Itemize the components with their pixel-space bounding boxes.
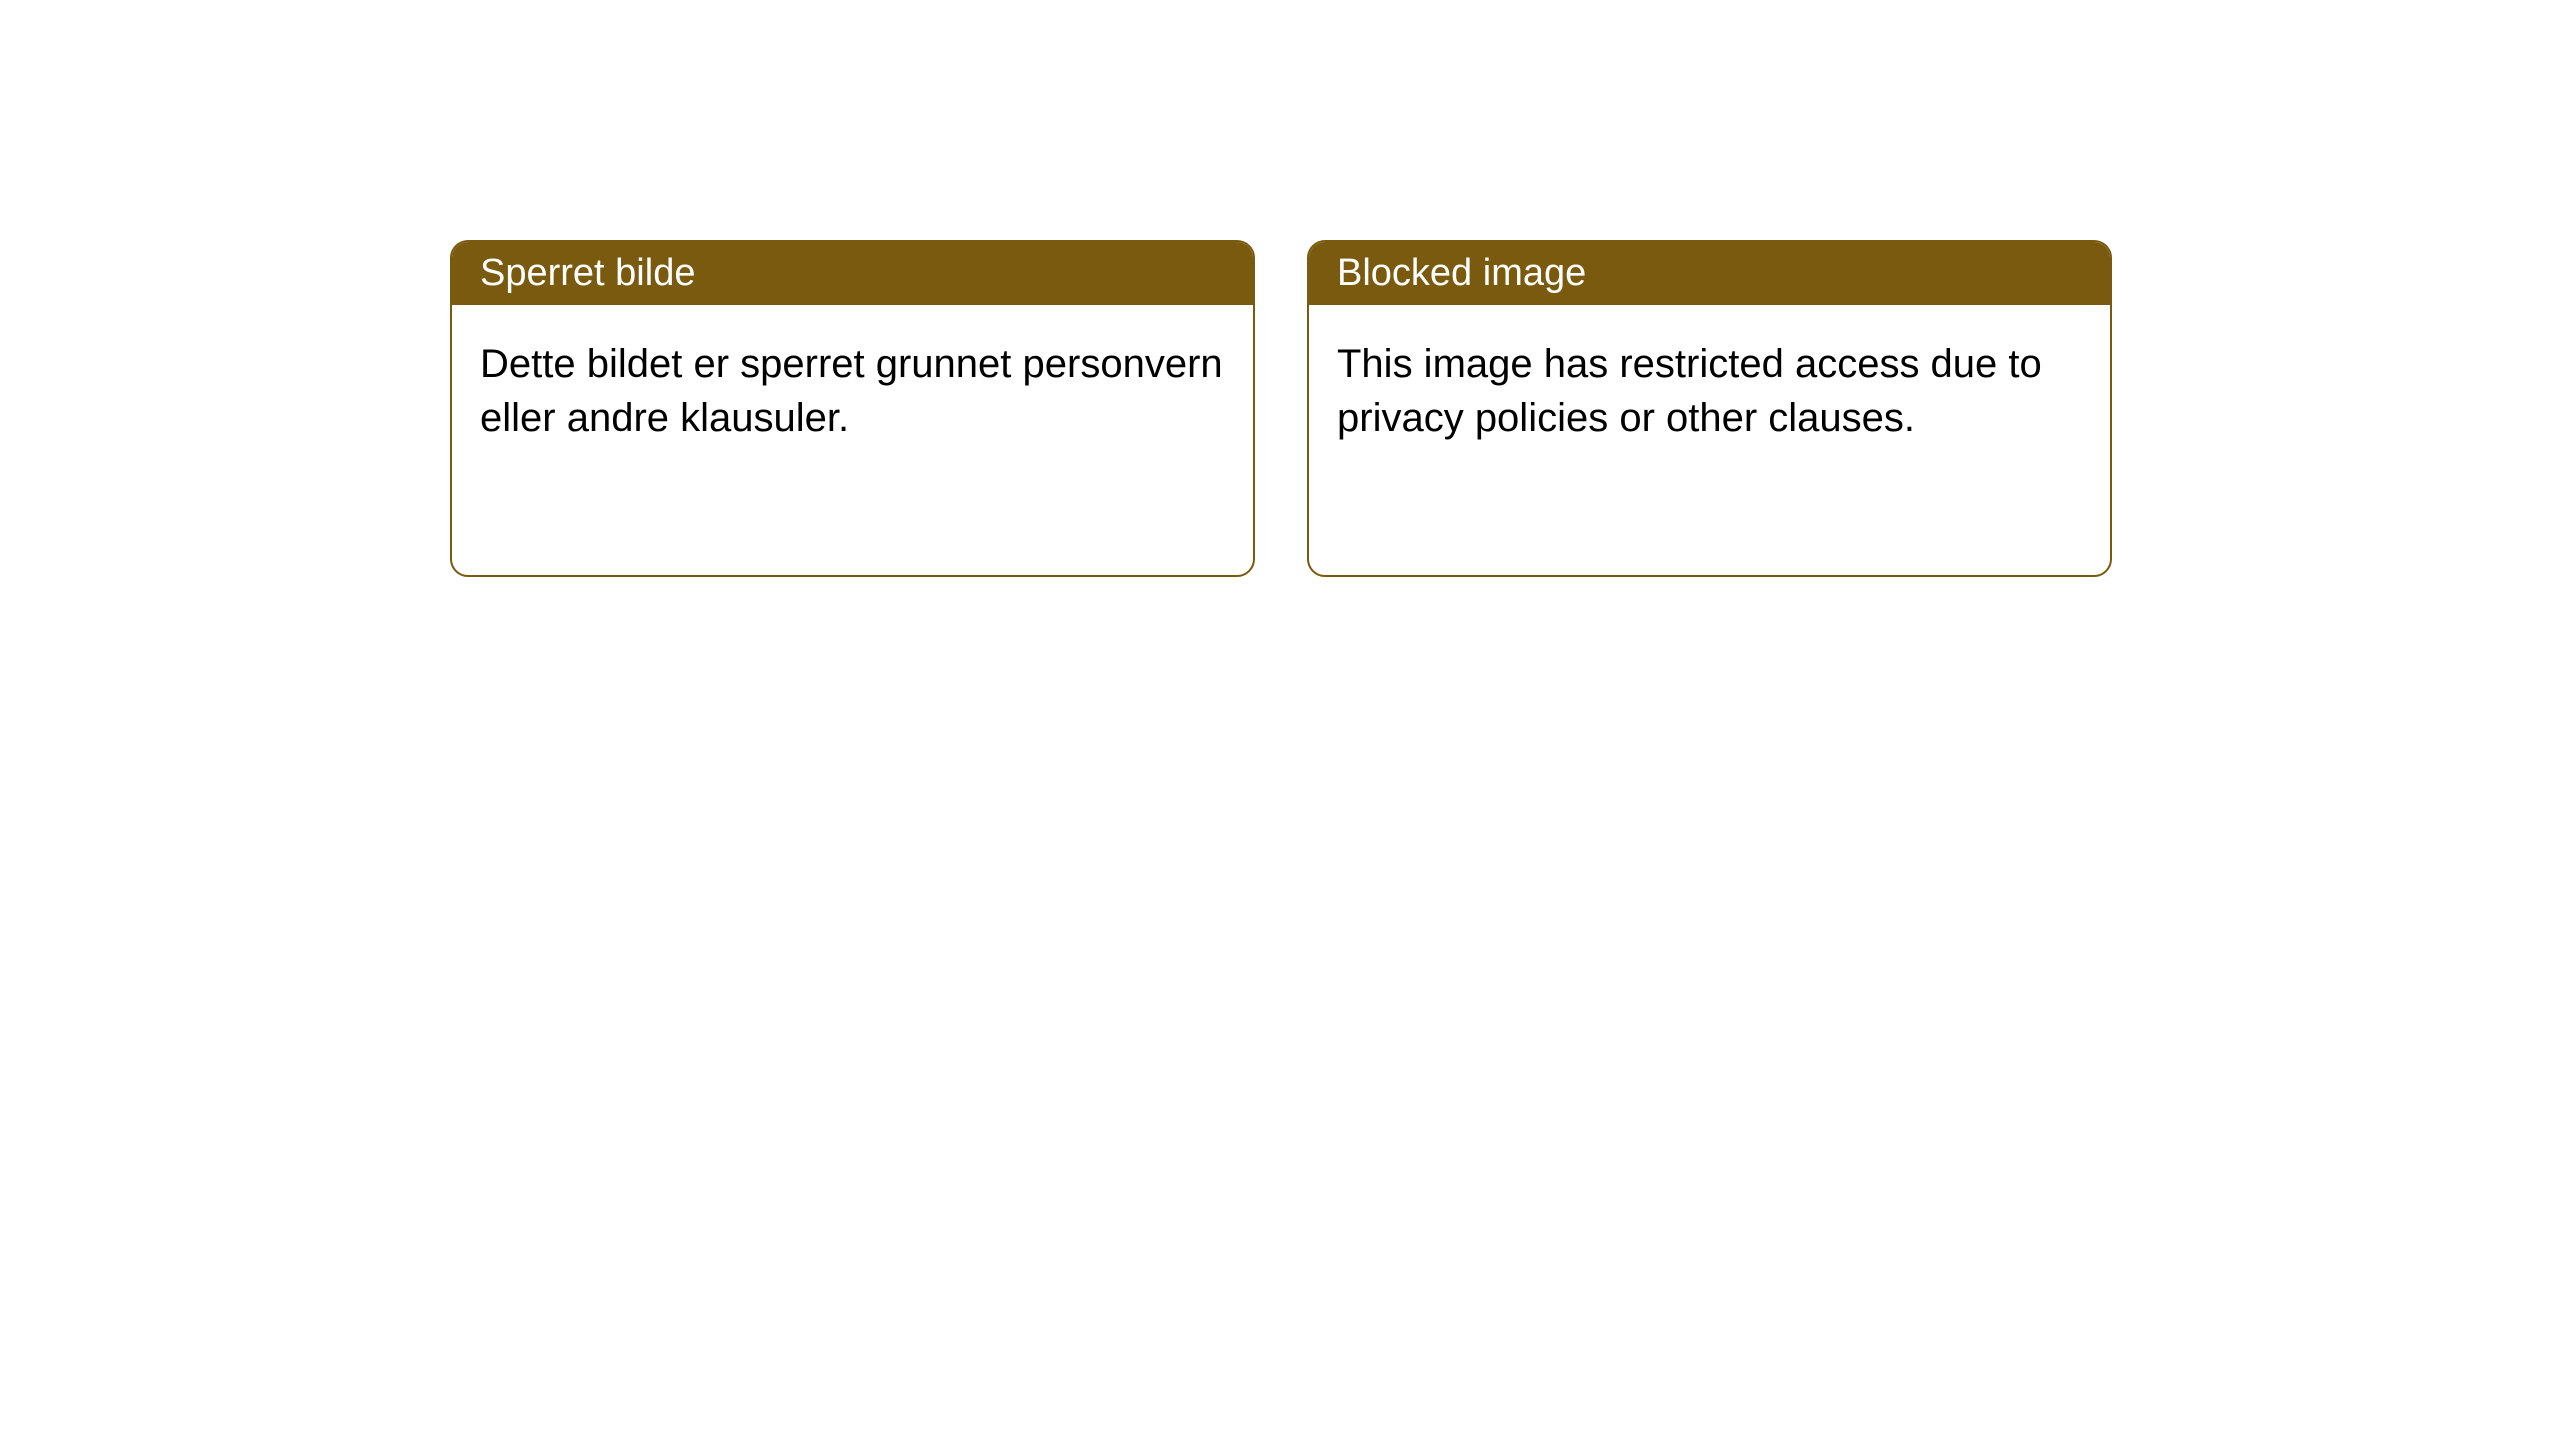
- card-header: Sperret bilde: [452, 242, 1253, 305]
- notice-card-norwegian: Sperret bilde Dette bildet er sperret gr…: [450, 240, 1255, 577]
- card-title: Blocked image: [1337, 252, 1586, 294]
- card-message: Dette bildet er sperret grunnet personve…: [480, 337, 1225, 445]
- card-header: Blocked image: [1309, 242, 2110, 305]
- card-title: Sperret bilde: [480, 252, 695, 294]
- card-body: Dette bildet er sperret grunnet personve…: [452, 305, 1253, 575]
- notice-card-english: Blocked image This image has restricted …: [1307, 240, 2112, 577]
- card-body: This image has restricted access due to …: [1309, 305, 2110, 575]
- notice-cards-container: Sperret bilde Dette bildet er sperret gr…: [450, 240, 2112, 577]
- card-message: This image has restricted access due to …: [1337, 337, 2082, 445]
